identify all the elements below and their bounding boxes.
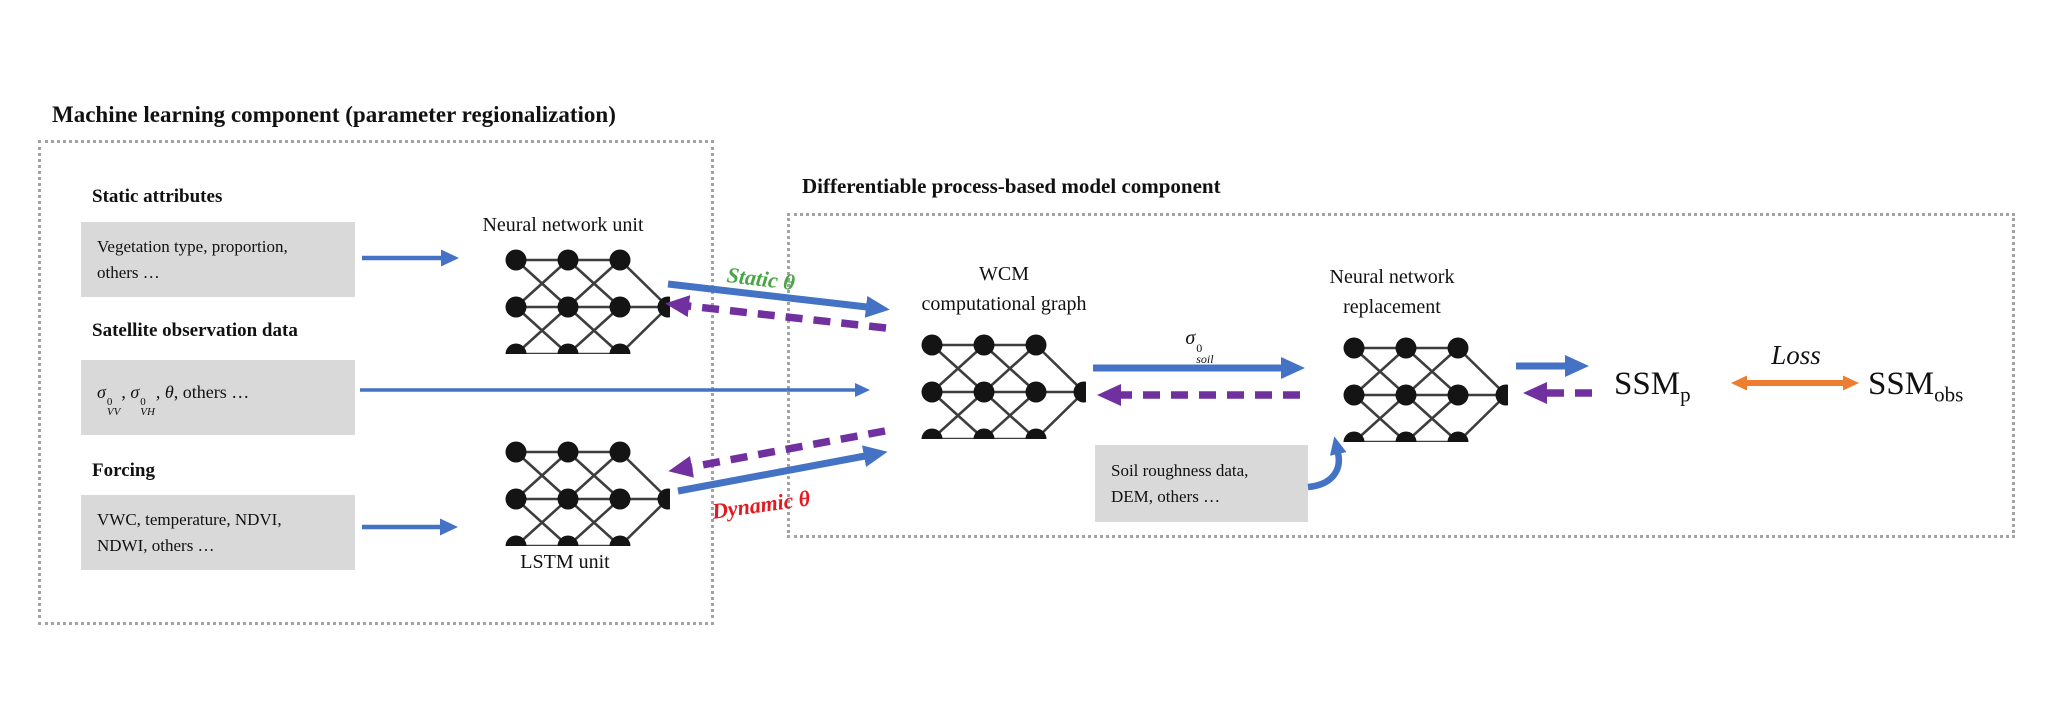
static-attributes-heading: Static attributes — [92, 186, 223, 207]
sigma-vh-sub: VH — [140, 405, 155, 418]
lstm-unit-graphic — [492, 428, 670, 546]
static-attributes-box-line2: others … — [97, 262, 160, 282]
satellite-data-heading: Satellite observation data — [92, 320, 298, 341]
ssm-observed-term: SSMobs — [1868, 366, 1963, 408]
ssm-predicted-base: SSM — [1614, 366, 1681, 402]
sigma-vv-sub: VV — [106, 405, 121, 418]
process-model-title: Differentiable process-based model compo… — [802, 174, 1221, 198]
forcing-box-line2: NDWI, others … — [97, 535, 215, 555]
ssm-predicted-term: SSMp — [1614, 366, 1691, 408]
nn-replacement-label: Neural network replacement — [1286, 262, 1498, 322]
neural-network-unit-graphic — [492, 236, 670, 354]
ssm-observed-base: SSM — [1868, 366, 1935, 402]
formula-tail: , others … — [173, 381, 250, 402]
theta-symbol: θ — [164, 381, 174, 402]
wcm-label-line2: computational graph — [921, 293, 1087, 315]
soil-roughness-box-line1: Soil roughness data, — [1111, 460, 1249, 480]
nn-unit-label: Neural network unit — [482, 214, 644, 236]
sigma-vv-sup: 0 — [106, 395, 113, 408]
loss-label: Loss — [1771, 340, 1821, 370]
wcm-label-line1: WCM — [979, 263, 1029, 285]
ml-component-title: Machine learning component (parameter re… — [52, 102, 616, 127]
sigma-vh-base: σ — [130, 381, 140, 402]
wcm-graph-graphic — [908, 321, 1086, 439]
formula-sep1: , — [121, 381, 131, 402]
nn-replacement-label-line1: Neural network — [1329, 266, 1455, 288]
soil-roughness-box: Soil roughness data, DEM, others … — [1095, 445, 1308, 522]
static-attributes-box: Vegetation type, proportion, others … — [81, 222, 355, 297]
forcing-heading: Forcing — [92, 460, 155, 481]
formula-sep2: , — [155, 381, 165, 402]
wcm-label: WCM computational graph — [898, 259, 1110, 319]
lstm-unit-label: LSTM unit — [520, 551, 610, 573]
ssm-observed-sub: obs — [1934, 382, 1964, 407]
ml-component-panel — [38, 140, 714, 625]
nn-replacement-label-line2: replacement — [1343, 296, 1441, 318]
sigma-soil-base: σ — [1185, 327, 1196, 349]
soil-roughness-box-line2: DEM, others … — [1111, 486, 1221, 506]
ssm-predicted-sub: p — [1680, 382, 1691, 407]
sigma-vh-sup: 0 — [140, 395, 146, 408]
sigma-soil-sup: 0 — [1196, 341, 1203, 355]
sigma-soil-label: σ 0 soil — [1152, 327, 1248, 365]
forcing-box: VWC, temperature, NDVI, NDWI, others … — [81, 495, 355, 570]
satellite-data-box: σ 0 VV, σ 0 VH, θ, others … — [81, 360, 355, 435]
process-model-panel — [787, 213, 2015, 538]
satellite-data-values: σ 0 VV, σ 0 VH, θ, others … — [97, 379, 345, 418]
sigma-soil-sub: soil — [1196, 352, 1214, 366]
sigma-vv-base: σ — [97, 381, 106, 402]
forcing-box-line1: VWC, temperature, NDVI, — [97, 509, 282, 529]
nn-replacement-graphic — [1330, 324, 1508, 442]
static-attributes-box-line1: Vegetation type, proportion, — [97, 236, 288, 256]
